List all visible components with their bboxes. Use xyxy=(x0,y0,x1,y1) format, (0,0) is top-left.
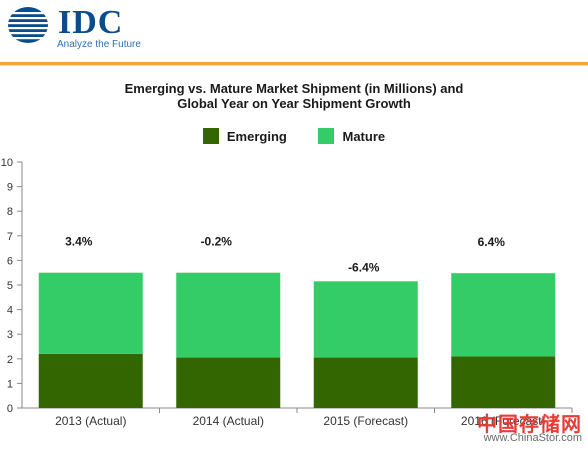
header-divider xyxy=(0,62,588,65)
x-tick-label: 2016 (Forecast) xyxy=(461,414,546,428)
bar-emerging-2 xyxy=(176,357,281,408)
growth-annotation: 6.4% xyxy=(478,235,506,249)
y-tick-label: 7 xyxy=(7,231,13,243)
growth-annotation: -0.2% xyxy=(201,235,233,249)
y-tick-label: 3 xyxy=(7,329,13,341)
brand-name: IDC xyxy=(58,4,124,41)
chart-title-line-1: Emerging vs. Mature Market Shipment (in … xyxy=(124,81,464,96)
legend-item-emerging: Emerging xyxy=(202,128,287,144)
bar-emerging-3 xyxy=(313,357,418,408)
y-tick-label: 1 xyxy=(7,378,13,390)
y-tick-label: 0 xyxy=(7,403,13,415)
watermark-text: 中国存储网 xyxy=(477,412,582,436)
legend-swatch-emerging xyxy=(202,128,219,144)
header-divider-shadow xyxy=(0,65,588,66)
x-tick-label: 2015 (Forecast) xyxy=(323,414,408,428)
bar-mature-1 xyxy=(38,272,143,354)
x-tick-label: 2014 (Actual) xyxy=(193,414,264,428)
bar-mature-2 xyxy=(176,272,281,358)
watermark: 中国存储网 www.ChinaStor.com xyxy=(458,408,588,452)
growth-annotation: -6.4% xyxy=(348,260,380,274)
bar-emerging-1 xyxy=(38,353,143,408)
chart-title-line-2: Global Year on Year Shipment Growth xyxy=(177,96,411,111)
x-tick-label: 2013 (Actual) xyxy=(55,414,126,428)
legend-item-mature: Mature xyxy=(318,128,385,144)
chart-legend: Emerging Mature xyxy=(0,128,588,144)
y-tick-label: 8 xyxy=(7,206,13,218)
legend-label-emerging: Emerging xyxy=(226,129,287,144)
y-tick-label: 9 xyxy=(7,182,13,194)
legend-swatch-mature xyxy=(318,128,335,144)
chart-title: Emerging vs. Mature Market Shipment (in … xyxy=(0,81,588,111)
bar-mature-4 xyxy=(451,273,556,357)
globe-icon xyxy=(6,7,54,43)
idc-logo: IDC Analyze the Future xyxy=(6,4,156,54)
bar-emerging-4 xyxy=(451,356,556,408)
y-tick-label: 6 xyxy=(7,255,13,267)
header: IDC Analyze the Future xyxy=(0,0,588,62)
y-tick-label: 4 xyxy=(7,305,13,317)
y-tick-label: 2 xyxy=(7,354,13,366)
brand-tagline: Analyze the Future xyxy=(57,39,141,50)
legend-label-mature: Mature xyxy=(342,129,386,144)
y-tick-label: 10 xyxy=(1,157,13,169)
watermark-url: www.ChinaStor.com xyxy=(483,432,582,444)
bar-mature-3 xyxy=(313,281,418,358)
y-tick-label: 5 xyxy=(7,280,13,292)
growth-annotation: 3.4% xyxy=(65,235,93,249)
